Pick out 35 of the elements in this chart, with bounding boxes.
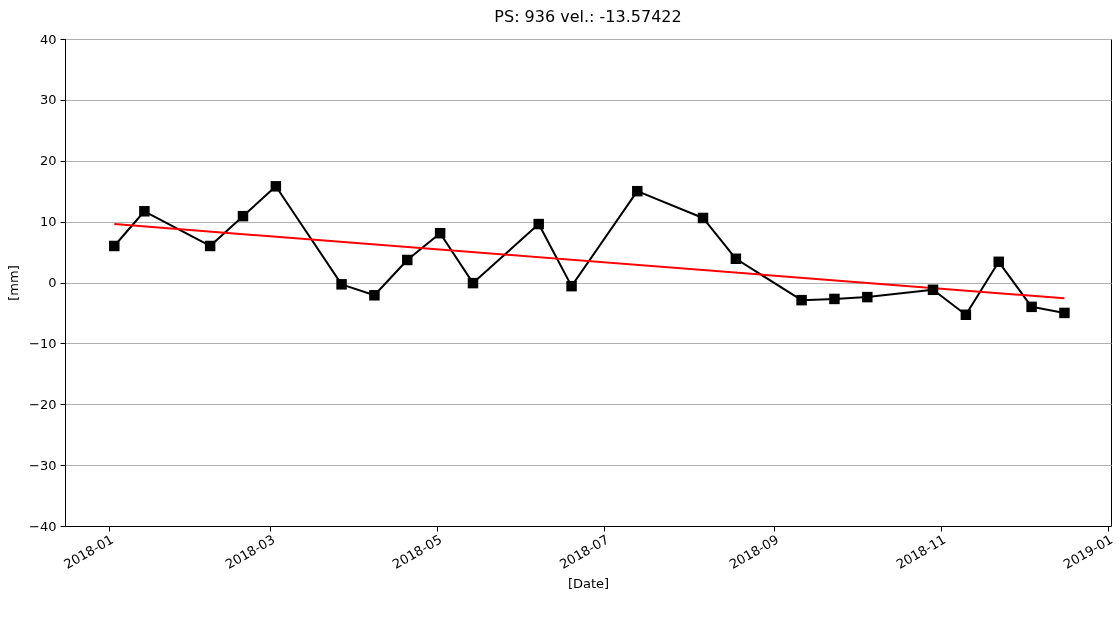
point [697, 212, 709, 224]
chart-title: PS: 936 vel.: -13.57422 [494, 7, 682, 26]
y-tick-label: 10 [39, 214, 57, 230]
point [237, 210, 249, 222]
point [1026, 301, 1037, 313]
y-tick-label: 20 [39, 153, 57, 169]
y-axis-title: [mm] [6, 265, 22, 301]
point [632, 185, 643, 197]
point [993, 256, 1004, 268]
point [336, 279, 347, 290]
x-axis-title: [Date] [567, 575, 610, 591]
y-tick-label: 40 [39, 31, 57, 47]
y-tick-label: 0 [48, 275, 57, 290]
point [566, 280, 577, 292]
point [369, 290, 380, 301]
point [270, 181, 282, 192]
point [862, 291, 873, 303]
point [467, 277, 479, 289]
point [960, 309, 972, 321]
y-tick-label: −30 [29, 457, 57, 473]
point [109, 240, 120, 252]
point [434, 227, 446, 239]
y-tick-label: −10 [29, 335, 57, 351]
point [533, 218, 544, 230]
point [1059, 307, 1070, 319]
y-tick-label: −20 [29, 396, 57, 412]
point [927, 284, 939, 296]
point [829, 293, 840, 305]
point [204, 240, 216, 252]
y-tick-label: −40 [29, 518, 57, 534]
y-tick-label: 30 [39, 92, 57, 108]
point [730, 253, 742, 264]
point [139, 206, 150, 217]
point [402, 254, 413, 266]
point [796, 294, 807, 306]
